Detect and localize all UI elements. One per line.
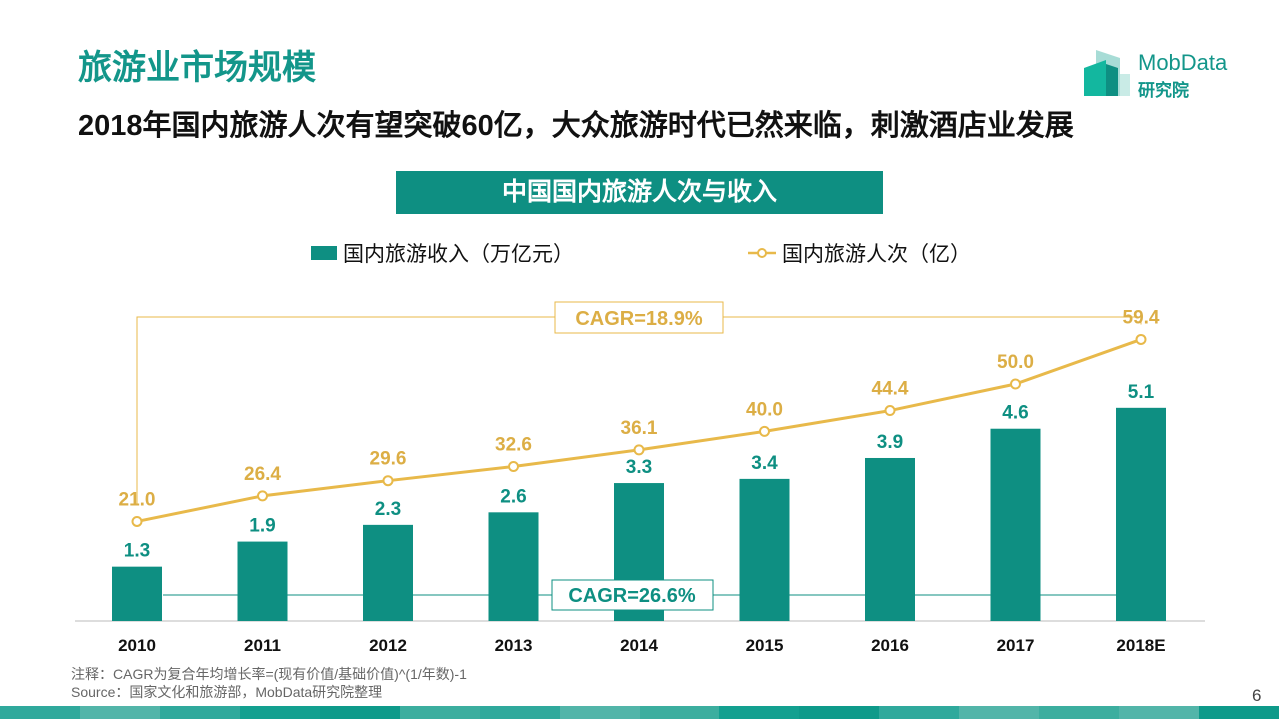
line-point-2017	[1010, 378, 1021, 390]
line-point-2011	[257, 490, 268, 502]
cagr-line-box	[554, 301, 724, 334]
logo-text: MobData	[1138, 50, 1228, 75]
bar-label-2014: 3.3	[626, 457, 652, 478]
bar-label-2010: 1.3	[124, 541, 150, 562]
x-tick-2017: 2017	[997, 636, 1035, 655]
line-point-2013	[508, 460, 519, 472]
decor-segment	[399, 706, 480, 719]
legend-line-swatch	[748, 248, 776, 258]
decor-segment	[479, 706, 560, 719]
x-tick-2010: 2010	[118, 636, 156, 655]
legend-bar-swatch	[311, 246, 337, 260]
mobdata-logo-icon	[1084, 50, 1130, 96]
decor-segment	[79, 706, 160, 719]
cagr-bar-label: CAGR=26.6%	[568, 585, 695, 607]
x-tick-2012: 2012	[369, 636, 407, 655]
decor-segment	[1119, 706, 1200, 719]
x-tick-2018E: 2018E	[1116, 636, 1165, 655]
line-point-2015	[759, 425, 770, 437]
decor-segment	[639, 706, 720, 719]
decor-segment	[559, 706, 640, 719]
line-point-2016	[884, 405, 896, 417]
page-number: 6	[1252, 686, 1262, 705]
decor-segment	[239, 706, 320, 719]
bar-label-2013: 2.6	[500, 486, 526, 507]
line-point-2018E	[1135, 333, 1147, 345]
decor-segment	[1199, 706, 1279, 719]
bar-2010	[112, 566, 162, 621]
chart-title: 中国国内旅游人次与收入	[396, 171, 883, 214]
decor-segment	[879, 706, 960, 719]
line-label-2016: 44.4	[872, 379, 909, 400]
bar-2017	[990, 428, 1041, 621]
logo-subtext: 研究院	[1138, 81, 1189, 100]
x-tick-2014: 2014	[620, 636, 658, 655]
note-text: 注释：CAGR为复合年均增长率=(现有价值/基础价值)^(1/年数)-1	[71, 666, 467, 682]
decor-segment	[319, 706, 400, 719]
line-label-2017: 50.0	[997, 352, 1034, 373]
bar-label-2016: 3.9	[877, 432, 903, 453]
legend-bar: 国内旅游收入（万亿元）	[311, 238, 574, 268]
line-point-2014	[633, 444, 645, 456]
line-label-2015: 40.0	[746, 399, 783, 420]
bar-2011	[237, 541, 288, 621]
decor-segment	[159, 706, 240, 719]
decor-segment	[959, 706, 1040, 719]
footnote: 注释：CAGR为复合年均增长率=(现有价值/基础价值)^(1/年数)-1 Sou…	[71, 665, 467, 701]
bar-2012	[363, 524, 413, 621]
x-tick-2016: 2016	[871, 636, 909, 655]
line-point-2012	[382, 475, 394, 487]
x-tick-2011: 2011	[244, 636, 281, 655]
cagr-bar-box	[551, 579, 714, 611]
decor-segment	[719, 706, 800, 719]
bottom-decor-bar	[0, 706, 1279, 719]
line-label-2013: 32.6	[495, 434, 532, 455]
cagr-line-label: CAGR=18.9%	[575, 308, 702, 330]
legend-line-label: 国内旅游人次（亿）	[782, 243, 971, 266]
decor-segment	[799, 706, 880, 719]
x-tick-2013: 2013	[495, 636, 533, 655]
bar-2016	[865, 457, 915, 621]
decor-segment	[1039, 706, 1120, 719]
line-point-2010	[131, 515, 143, 527]
bar-2013	[488, 512, 539, 621]
x-tick-2015: 2015	[746, 636, 784, 655]
page-subtitle: 2018年国内旅游人次有望突破60亿，大众旅游时代已然来临，刺激酒店业发展	[78, 110, 1074, 142]
legend-line: 国内旅游人次（亿）	[748, 238, 971, 268]
line-label-2012: 29.6	[370, 449, 407, 470]
bar-label-2012: 2.3	[375, 499, 401, 520]
bar-label-2018E: 5.1	[1128, 382, 1155, 403]
bar-label-2011: 1.9	[249, 516, 275, 537]
bar-2018E	[1116, 407, 1166, 621]
line-label-2014: 36.1	[621, 418, 658, 439]
bar-label-2015: 3.4	[751, 453, 778, 474]
decor-segment	[0, 706, 80, 719]
line-label-2018E: 59.4	[1123, 307, 1160, 328]
bar-label-2017: 4.6	[1002, 403, 1028, 424]
legend-bar-label: 国内旅游收入（万亿元）	[343, 243, 574, 266]
bar-2015	[739, 478, 790, 621]
source-text: Source：国家文化和旅游部，MobData研究院整理	[71, 684, 383, 700]
line-label-2011: 26.4	[244, 464, 281, 485]
page-title: 旅游业市场规模	[78, 49, 316, 87]
line-label-2010: 21.0	[119, 489, 156, 510]
